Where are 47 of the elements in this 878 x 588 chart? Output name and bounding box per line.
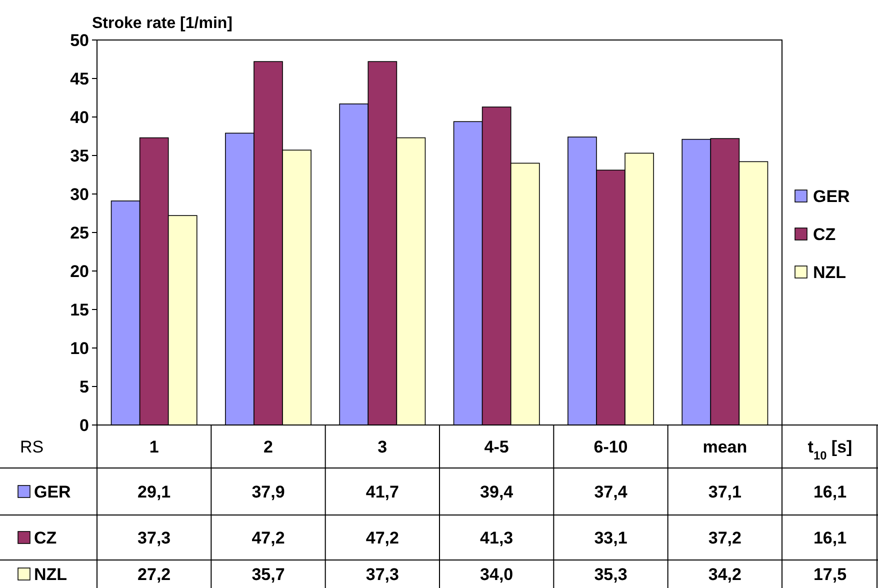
y-tick-label: 15 (70, 300, 89, 320)
data-label: 39,4 (480, 482, 514, 502)
x-tick-label: mean (702, 437, 748, 456)
text: GER (813, 186, 850, 206)
data-label: 33,1 (594, 528, 628, 548)
data-label: 27,2 (138, 564, 171, 584)
data-label: 37,2 (708, 528, 742, 548)
x-tick-label: 4-5 (484, 437, 509, 456)
y-tick-label: 35 (70, 146, 89, 166)
x-axis-title: RS (20, 437, 44, 456)
data-label: 41,7 (366, 482, 399, 502)
data-label: 37,3 (138, 528, 171, 548)
x-tick-label: 2 (264, 437, 273, 456)
x-tick-label: 3 (378, 437, 388, 456)
data-label: 47,2 (366, 528, 399, 548)
x-tick-label: 1 (149, 437, 159, 456)
y-tick-label: 45 (70, 69, 89, 88)
data-label: 37,3 (366, 564, 399, 584)
data-label: 37,1 (708, 482, 742, 502)
data-label: 35,7 (252, 564, 285, 584)
data-label: 35,3 (594, 564, 628, 584)
data-label: 37,4 (594, 482, 628, 502)
data-label: 34,2 (708, 564, 742, 584)
data-label: 29,1 (138, 482, 171, 502)
legend-label: CZ (813, 224, 836, 244)
text: NZL (34, 564, 68, 584)
text: t$_{10}$ [s] (808, 437, 852, 462)
data-label: 37,9 (252, 482, 285, 502)
y-tick-label: 0 (80, 416, 89, 435)
y-tick-label: 20 (70, 262, 89, 281)
data-label: 41,3 (480, 528, 514, 548)
data-label: 47,2 (252, 528, 285, 548)
y-axis-title: Stroke rate [1/min] (92, 15, 232, 32)
y-tick-label: 5 (80, 377, 89, 396)
text: 16,1 (813, 482, 847, 502)
text: CZ (34, 528, 57, 548)
y-tick-label: 40 (70, 108, 89, 127)
text: 16,1 (813, 528, 847, 548)
legend-label: GER (34, 482, 71, 502)
x-tick-label: 6-10 (594, 437, 628, 456)
text: 17,5 (813, 564, 847, 584)
y-tick-label: 25 (70, 223, 89, 242)
y-tick-label: 50 (70, 30, 89, 50)
legend-label: NZL (813, 262, 846, 282)
y-tick-label: 30 (70, 184, 89, 204)
data-label: 34,0 (480, 564, 514, 584)
y-tick-label: 10 (70, 338, 89, 358)
